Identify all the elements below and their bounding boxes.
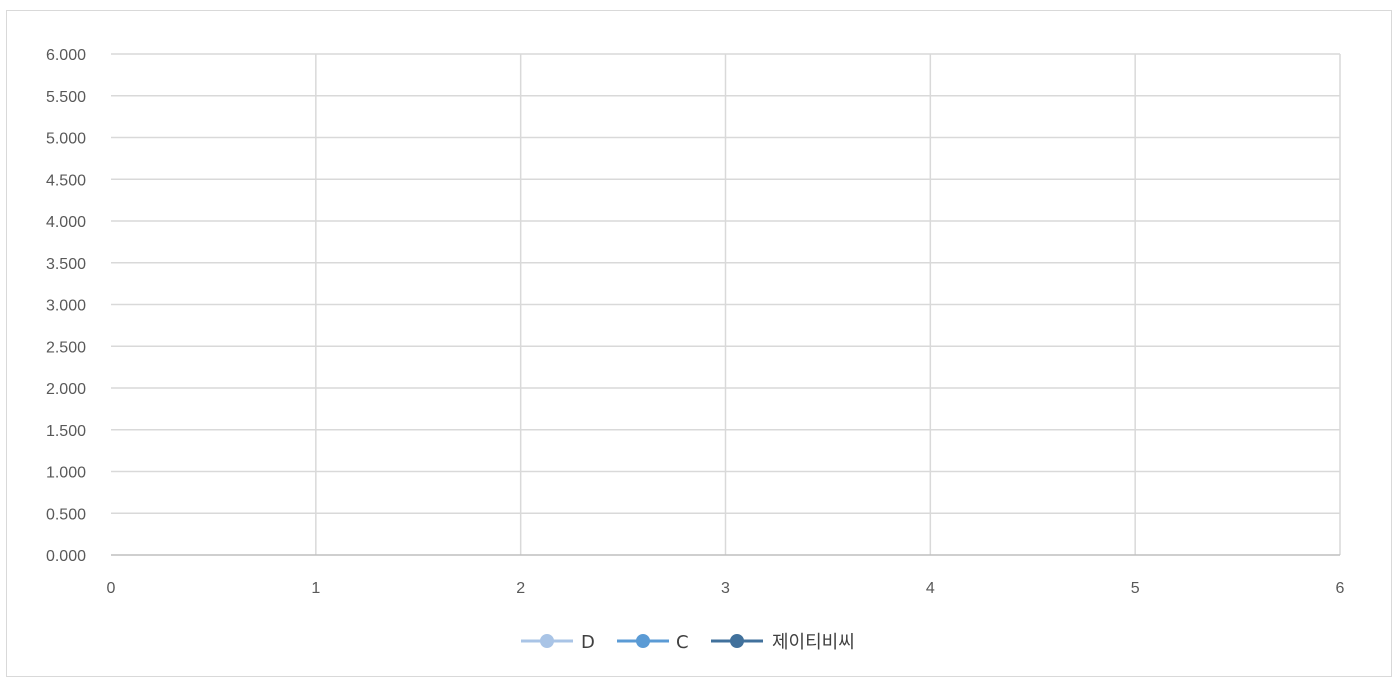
x-tick-label: 3 [721, 580, 730, 597]
legend-label: D [581, 632, 595, 653]
y-tick-label: 6.000 [46, 47, 86, 64]
legend-point-marker [730, 634, 744, 648]
y-tick-label: 0.500 [46, 506, 86, 523]
x-tick-label: 6 [1336, 580, 1345, 597]
y-tick-label: 2.000 [46, 381, 86, 398]
legend-item-3[interactable]: 제이티비씨 [711, 632, 855, 653]
legend-label: C [676, 632, 689, 653]
y-tick-label: 1.000 [46, 465, 86, 482]
y-tick-label: 2.500 [46, 339, 86, 356]
x-tick-label: 5 [1131, 580, 1140, 597]
y-tick-label: 0.000 [46, 548, 86, 565]
legend-point-marker [540, 634, 554, 648]
chart-frame [6, 10, 1392, 677]
y-tick-label: 4.000 [46, 214, 86, 231]
legend-label: 제이티비씨 [772, 632, 855, 653]
legend[interactable]: D C 제이티비씨 [521, 632, 855, 653]
y-tick-label: 1.500 [46, 423, 86, 440]
horizontal-gridlines [111, 53, 1340, 514]
x-tick-label: 2 [516, 580, 525, 597]
x-axis-tick-labels: 0 1 2 3 4 5 6 [107, 580, 1345, 597]
x-tick-label: 0 [107, 580, 116, 597]
y-tick-label: 3.000 [46, 298, 86, 315]
y-tick-label: 4.500 [46, 172, 86, 189]
x-tick-label: 1 [311, 580, 320, 597]
x-tick-label: 4 [926, 580, 935, 597]
y-tick-label: 3.500 [46, 256, 86, 273]
y-tick-label: 5.500 [46, 89, 86, 106]
y-tick-label: 5.000 [46, 131, 86, 148]
y-axis-tick-labels: 0.000 0.500 1.000 1.500 2.000 2.500 3.000 3.500… [46, 47, 86, 565]
legend-item-1[interactable]: D [521, 632, 595, 653]
legend-point-marker [636, 634, 650, 648]
legend-item-2[interactable]: C [617, 632, 689, 653]
